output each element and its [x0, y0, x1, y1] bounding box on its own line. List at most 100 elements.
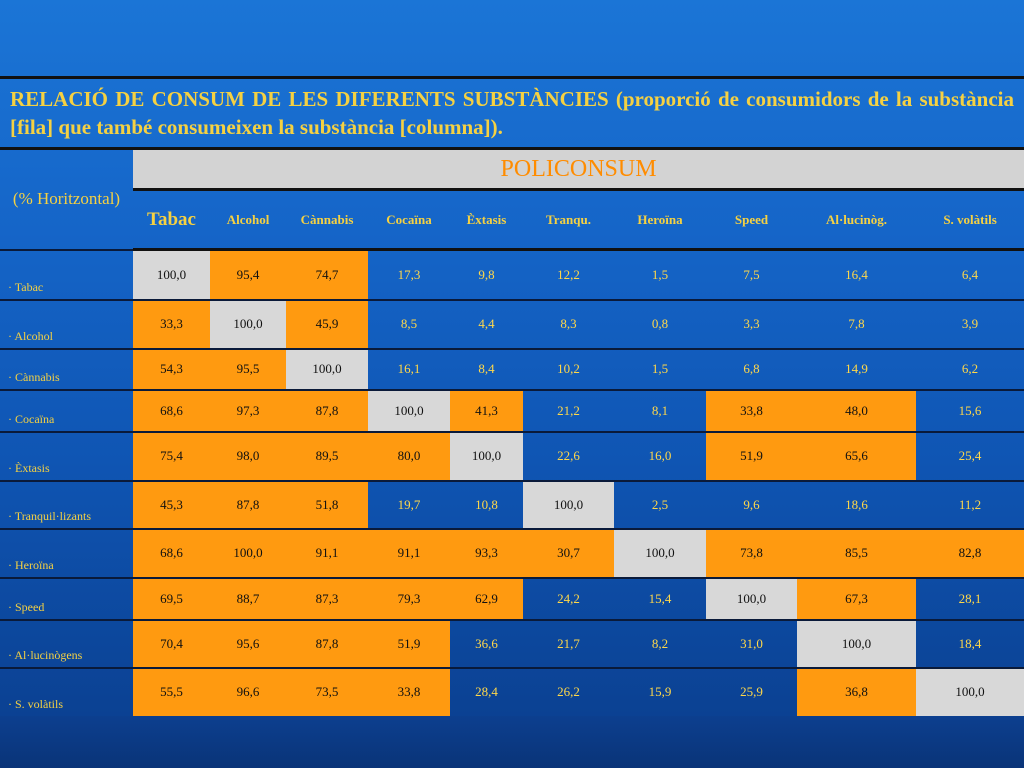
column-header: S. volàtils	[916, 189, 1024, 251]
table-cell: 45,9	[286, 299, 368, 350]
table-cell: 87,8	[286, 389, 368, 433]
table-cell: 33,8	[368, 667, 450, 718]
table-cell: 48,0	[797, 389, 916, 433]
table-cell: 68,6	[133, 528, 210, 579]
table-cell: 70,4	[133, 619, 210, 669]
table-cell: 95,5	[210, 348, 286, 391]
table-cell: 15,4	[614, 577, 706, 621]
table-cell: 54,3	[133, 348, 210, 391]
table-cell: 16,1	[368, 348, 450, 391]
table-cell: 91,1	[368, 528, 450, 579]
row-label: · Cocaïna	[0, 389, 133, 433]
table-cell: 8,5	[368, 299, 450, 350]
table-cell: 100,0	[523, 480, 614, 530]
table-row: · Al·lucinògens 70,4 95,6 87,8 51,9 36,6 21,7 8…	[0, 619, 1024, 669]
table-row: · Cànnabis 54,3 95,5 100,0 16,1 8,4 10,2 1,5 6,8…	[0, 348, 1024, 391]
table-cell: 8,4	[450, 348, 523, 391]
table-cell: 89,5	[286, 431, 368, 482]
table-cell: 100,0	[133, 249, 210, 301]
table-cell: 98,0	[210, 431, 286, 482]
table-cell: 87,3	[286, 577, 368, 621]
table-cell: 19,7	[368, 480, 450, 530]
table-cell: 93,3	[450, 528, 523, 579]
table-cell: 8,2	[614, 619, 706, 669]
table-cell: 87,8	[210, 480, 286, 530]
column-header: Speed	[706, 189, 797, 251]
table-cell: 15,6	[916, 389, 1024, 433]
table-cell: 2,5	[614, 480, 706, 530]
table-cell: 3,3	[706, 299, 797, 350]
table-cell: 17,3	[368, 249, 450, 301]
table-row: · Èxtasis 75,4 98,0 89,5 80,0 100,0 22,6 16,0 51…	[0, 431, 1024, 482]
table-row: · Alcohol 33,3 100,0 45,9 8,5 4,4 8,3 0,8 3,3 7,8…	[0, 299, 1024, 350]
table-cell: 100,0	[210, 299, 286, 350]
table-cell: 4,4	[450, 299, 523, 350]
table-cell: 69,5	[133, 577, 210, 621]
table-cell: 25,9	[706, 667, 797, 718]
table-cell: 74,7	[286, 249, 368, 301]
column-header-row: Tabac Alcohol Cànnabis Cocaïna Èxtasis Tranqu…	[0, 189, 1024, 251]
column-header: Heroïna	[614, 189, 706, 251]
table-row: · S. volàtils 55,5 96,6 73,5 33,8 28,4 26,2 15,…	[0, 667, 1024, 718]
group-header: POLICONSUM	[133, 150, 1024, 191]
table-cell: 0,8	[614, 299, 706, 350]
table-cell: 97,3	[210, 389, 286, 433]
table-cell: 28,1	[916, 577, 1024, 621]
row-label: · Èxtasis	[0, 431, 133, 482]
column-header: Tranqu.	[523, 189, 614, 251]
table-cell: 100,0	[210, 528, 286, 579]
table-row: · Cocaïna 68,6 97,3 87,8 100,0 41,3 21,2 8,1 33,…	[0, 389, 1024, 433]
table-cell: 100,0	[450, 431, 523, 482]
table-cell: 8,1	[614, 389, 706, 433]
table-cell: 36,8	[797, 667, 916, 718]
slide-title: RELACIÓ DE CONSUM DE LES DIFERENTS SUBST…	[0, 76, 1024, 150]
bottom-band	[0, 716, 1024, 768]
row-label: · Heroïna	[0, 528, 133, 579]
table-cell: 73,5	[286, 667, 368, 718]
table-cell: 7,5	[706, 249, 797, 301]
group-header-row: (% Horitzontal) POLICONSUM	[0, 150, 1024, 251]
column-header: Èxtasis	[450, 189, 523, 251]
column-header: Cocaïna	[368, 189, 450, 251]
table-cell: 36,6	[450, 619, 523, 669]
table-cell: 100,0	[614, 528, 706, 579]
column-header: Cànnabis	[286, 189, 368, 251]
table-cell: 12,2	[523, 249, 614, 301]
table-cell: 9,8	[450, 249, 523, 301]
table-cell: 51,9	[368, 619, 450, 669]
policonsum-table: (% Horitzontal) POLICONSUM Tabac Alcohol C…	[0, 150, 1024, 718]
table-body: (% Horitzontal) POLICONSUM Tabac Alcohol C…	[0, 150, 1024, 718]
table-cell: 31,0	[706, 619, 797, 669]
table-cell: 100,0	[916, 667, 1024, 718]
table-cell: 22,6	[523, 431, 614, 482]
table-cell: 75,4	[133, 431, 210, 482]
table-cell: 33,3	[133, 299, 210, 350]
table-cell: 28,4	[450, 667, 523, 718]
table-cell: 73,8	[706, 528, 797, 579]
table-cell: 15,9	[614, 667, 706, 718]
table-cell: 62,9	[450, 577, 523, 621]
table-cell: 6,2	[916, 348, 1024, 391]
table-cell: 10,2	[523, 348, 614, 391]
table-cell: 100,0	[706, 577, 797, 621]
table-cell: 7,8	[797, 299, 916, 350]
table-cell: 9,6	[706, 480, 797, 530]
table-cell: 33,8	[706, 389, 797, 433]
table-cell: 51,8	[286, 480, 368, 530]
row-label: · S. volàtils	[0, 667, 133, 718]
table-cell: 25,4	[916, 431, 1024, 482]
table-cell: 45,3	[133, 480, 210, 530]
row-label: · Al·lucinògens	[0, 619, 133, 669]
table-cell: 79,3	[368, 577, 450, 621]
table-cell: 85,5	[797, 528, 916, 579]
table-cell: 87,8	[286, 619, 368, 669]
table-cell: 95,6	[210, 619, 286, 669]
row-label: · Tabac	[0, 249, 133, 301]
row-label: · Cànnabis	[0, 348, 133, 391]
table-cell: 21,2	[523, 389, 614, 433]
table-cell: 3,9	[916, 299, 1024, 350]
table-cell: 68,6	[133, 389, 210, 433]
table-cell: 80,0	[368, 431, 450, 482]
corner-label: (% Horitzontal)	[0, 150, 133, 251]
